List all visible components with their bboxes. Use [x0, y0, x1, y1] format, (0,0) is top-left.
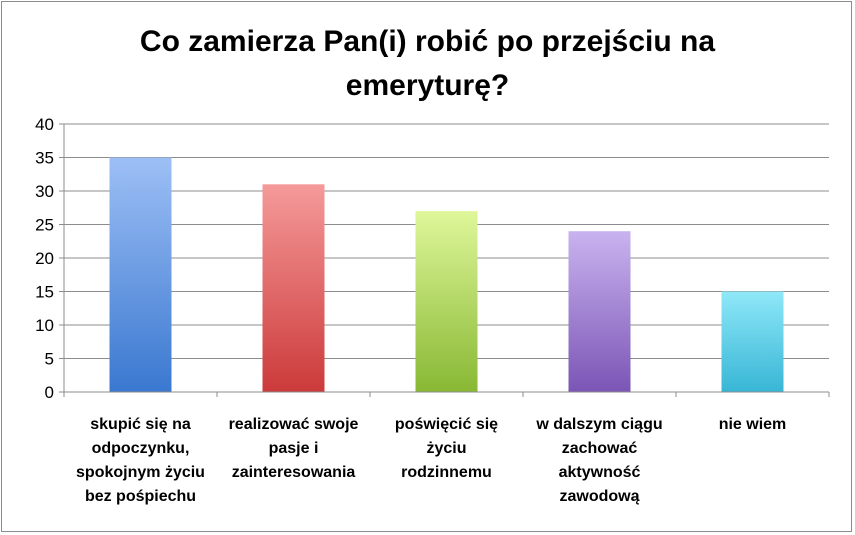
- y-tick-label: 0: [45, 383, 54, 402]
- bar: [415, 211, 478, 392]
- y-tick-label: 15: [35, 283, 54, 302]
- bar: [262, 184, 325, 392]
- y-tick-label: 10: [35, 316, 54, 335]
- x-category-label: skupić się na odpoczynku, spokojnym życi…: [76, 416, 205, 505]
- chart-title-line-2: emeryturę?: [345, 69, 510, 102]
- y-tick-label: 5: [45, 350, 54, 369]
- y-tick-label: 20: [35, 249, 54, 268]
- chart-title: Co zamierza Pan(i) robić po przejściu na…: [0, 20, 855, 108]
- bar: [109, 157, 172, 392]
- x-category-label: w dalszym ciągu zachować aktywność zawod…: [536, 416, 663, 505]
- bar: [721, 291, 784, 392]
- chart-title-line-1: Co zamierza Pan(i) robić po przejściu na: [139, 25, 716, 58]
- y-tick-label: 35: [35, 149, 54, 168]
- x-category-label: poświęcić się życiu rodzinnemu: [394, 416, 499, 481]
- x-category-label: realizować swoje pasje i zainteresowania: [228, 416, 359, 481]
- bar: [568, 231, 631, 392]
- y-tick-label: 25: [35, 216, 54, 235]
- y-tick-label: 30: [35, 182, 54, 201]
- y-tick-label: 40: [35, 115, 54, 134]
- x-category-label: nie wiem: [718, 416, 787, 433]
